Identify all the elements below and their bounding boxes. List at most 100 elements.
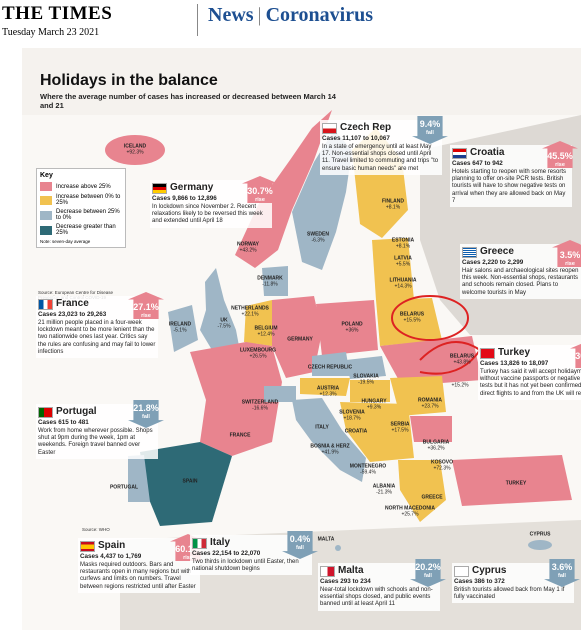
panel-heading: Turkey: [480, 347, 581, 359]
badge-direction: fall: [558, 572, 566, 579]
map-label: FINLAND +8.1%: [382, 199, 404, 211]
country-name: NORTH MACEDONIA: [385, 505, 435, 512]
region: [168, 305, 198, 352]
panel-text: Work from home wherever possible. Shops …: [38, 427, 153, 456]
flag: [480, 347, 495, 359]
key-title: Key: [40, 172, 53, 179]
badge-change: 3.5%: [559, 250, 581, 260]
region: [272, 296, 322, 378]
country-change: +43.2%: [239, 247, 257, 253]
map-label: MALTA: [318, 537, 335, 543]
flag: [462, 246, 477, 258]
panel-cases: Cases 11,107 to 10,067: [322, 135, 390, 143]
region: [244, 300, 272, 346]
map-label: DENMARK -11.8%: [257, 276, 283, 288]
region: [128, 455, 150, 502]
map-label: CYPRUS: [530, 532, 551, 538]
country-name: BELARUS: [449, 353, 475, 360]
region: [380, 336, 482, 386]
panel-country: Greece: [480, 246, 514, 257]
flag: [80, 540, 95, 552]
map-label: BELARUS +43.8%: [449, 353, 475, 366]
panel-heading: Germany: [152, 182, 270, 194]
date: Tuesday March 23 2021: [2, 27, 100, 38]
country-name: ESTONIA: [391, 237, 415, 244]
flag: [320, 565, 335, 577]
map-label: MONTENEGRO -59.4%: [349, 463, 387, 476]
badge-change: 45.5%: [547, 151, 573, 161]
badge-direction: rise: [141, 312, 151, 319]
badge-direction: fall: [296, 544, 304, 551]
panel-heading: Spain: [80, 540, 198, 552]
country-change: +26.5%: [249, 353, 267, 359]
country-name: MONTENEGRO: [349, 463, 387, 470]
panel-heading: Malta: [320, 565, 438, 577]
panel-country: Italy: [210, 537, 231, 548]
country-change: +8.1%: [385, 204, 401, 210]
panel-country: Czech Rep: [340, 122, 392, 133]
panel-cases: Cases 2,220 to 2,299: [462, 259, 524, 267]
panel-text: In a state of emergency until at least M…: [322, 143, 439, 172]
annotation: [391, 295, 469, 341]
region: [376, 298, 442, 346]
country-change: +8.1%: [395, 243, 411, 249]
panel: Czech Rep 9.4% fall Cases 11,107 to 10,067 I…: [320, 116, 448, 176]
region: [398, 460, 446, 522]
country-change: +12.3%: [319, 391, 337, 397]
country-change: +25.7%: [401, 511, 419, 517]
map-label: ROMANIA +23.7%: [418, 398, 442, 410]
country-name: HUNGARY: [361, 398, 387, 405]
section-name: News: [208, 4, 254, 26]
country-change: -19.5%: [358, 379, 374, 385]
badge: 30.9%rise: [570, 341, 581, 368]
flag: [38, 298, 53, 310]
flag: [38, 406, 53, 418]
panel-heading: Greece: [462, 246, 580, 258]
map-label: SWEDEN -6.3%: [307, 232, 329, 244]
region: [410, 416, 452, 442]
badge-direction: fall: [426, 129, 434, 136]
region: [264, 386, 296, 402]
flag: [454, 565, 469, 577]
country-change: +92.3%: [126, 149, 144, 155]
panel-cases: Cases 23,023 to 29,263: [38, 311, 107, 319]
map-label: ALBANIA -21.3%: [373, 484, 396, 496]
region: [335, 545, 341, 551]
panel-cases: Cases 22,154 to 22,070: [192, 550, 261, 558]
country-change: +17.5%: [391, 427, 409, 433]
badge-change: 60.1%: [175, 544, 201, 554]
map-label: POLAND +36%: [341, 322, 362, 334]
panel-heading: Portugal: [38, 406, 156, 418]
country-name: UK: [220, 317, 228, 324]
panel-country: France: [56, 298, 89, 309]
country-change: +36%: [345, 327, 359, 333]
region: [340, 402, 414, 462]
region: [316, 300, 378, 356]
country-change: +15.5%: [403, 317, 421, 323]
panel-country: Cyprus: [472, 565, 507, 576]
map-label: KOSOVO +72.3%: [431, 460, 453, 472]
panel-cases: Cases 615 to 481: [38, 419, 89, 427]
panel-country: Spain: [98, 540, 126, 551]
panel-heading: France: [38, 298, 156, 310]
key-swatch: [40, 182, 52, 191]
map-label: LATVIA +5.5%: [394, 255, 412, 268]
region: [346, 356, 386, 379]
region: [105, 135, 165, 165]
panel-text: Turkey has said it will accept holidayma…: [480, 368, 581, 397]
map-label: SLOVENIA +18.7%: [339, 410, 365, 422]
country-change: +12.4%: [257, 331, 275, 337]
country-change: +5.5%: [395, 261, 411, 267]
map-label: SWITZERLAND -16.6%: [242, 400, 278, 412]
key-item: Decrease between 25% to 0%: [40, 209, 122, 221]
panel-cases: Cases 386 to 372: [454, 578, 505, 586]
map-label: +15.2%: [451, 383, 468, 389]
country-name: ICELAND: [123, 143, 147, 150]
map-label: ESTONIA +8.1%: [391, 237, 415, 250]
panel-cases: Cases 647 to 942: [452, 160, 503, 168]
country-change: -21.3%: [376, 489, 392, 495]
map-label: GREECE: [421, 495, 442, 501]
country-name: BOSNIA & HERZ: [310, 443, 350, 450]
country-name: LATVIA: [394, 255, 412, 262]
country-name: LUXEMBOURG: [239, 347, 277, 354]
